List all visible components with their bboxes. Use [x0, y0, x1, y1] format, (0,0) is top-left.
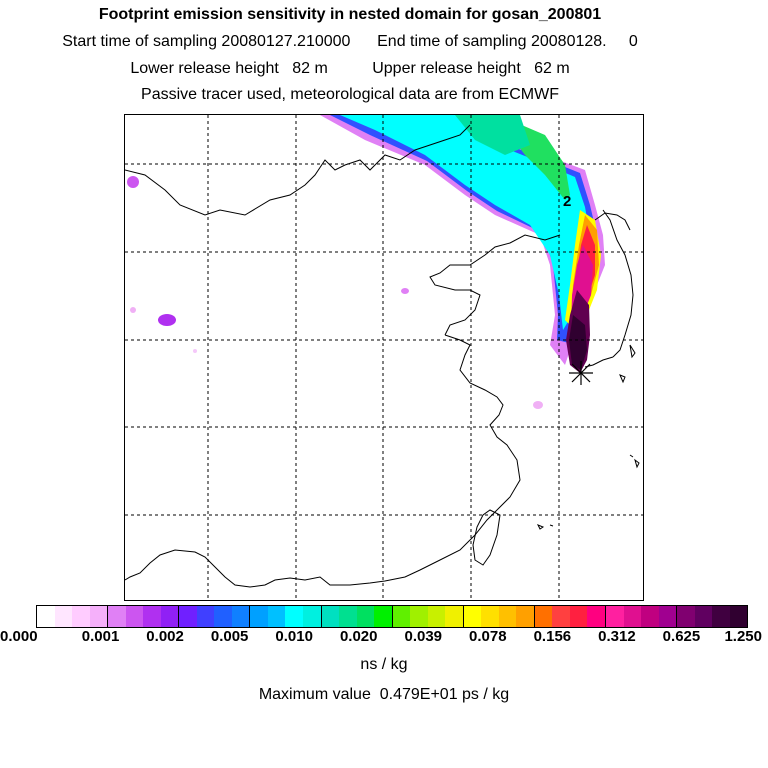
colorbar-segment	[463, 606, 482, 627]
colorbar-segment	[498, 606, 517, 627]
colorbar-tick-label: 0.010	[275, 628, 313, 645]
northern-border	[125, 124, 471, 216]
colorbar-segment	[623, 606, 642, 627]
patch-center	[401, 288, 409, 294]
colorbar-segment	[712, 606, 730, 627]
colorbar	[36, 605, 748, 628]
korea-border	[594, 212, 631, 231]
plume-marker-label: 2	[563, 193, 571, 210]
colorbar-segment	[392, 606, 411, 627]
colorbar-tick-label: 0.078	[469, 628, 507, 645]
footprint-map: 2	[124, 114, 644, 601]
colorbar-segment	[302, 606, 322, 627]
japan-islands	[619, 344, 640, 469]
small-islands	[536, 524, 554, 530]
maximum-value-text: Maximum value 0.479E+01 ps / kg	[258, 686, 510, 703]
colorbar-segment	[606, 606, 624, 627]
colorbar-segment	[569, 606, 588, 627]
shandong-coast	[125, 334, 521, 588]
colorbar-segment	[445, 606, 464, 627]
colorbar-segment	[160, 606, 180, 627]
colorbar-segment	[214, 606, 232, 627]
taiwan	[472, 509, 501, 566]
tracer-info-line: Passive tracer used, meteorological data…	[141, 86, 559, 103]
colorbar-tick-label: 0.312	[598, 628, 636, 645]
bohai-coast	[429, 234, 561, 336]
colorbar-segment	[658, 606, 678, 627]
colorbar-segment	[267, 606, 286, 627]
footprint-plume	[127, 115, 605, 409]
colorbar-tick-label: 0.005	[210, 628, 249, 645]
colorbar-segment	[677, 606, 695, 627]
colorbar-tick-label: 0.020	[339, 628, 378, 645]
colorbar-segment	[179, 606, 197, 627]
plume-layer-mint	[455, 115, 530, 155]
map-canvas: 2	[125, 115, 643, 600]
plume-layer-darkest	[569, 315, 587, 370]
colorbar-tick-label: 0.039	[404, 628, 443, 645]
colorbar-segment	[587, 606, 606, 627]
sampling-time-line: Start time of sampling 20080127.210000 E…	[62, 33, 638, 50]
receptor-star-icon	[569, 361, 593, 385]
patch-west-2	[158, 314, 176, 326]
plume-layer-cyan	[340, 115, 591, 330]
lat-lon-grid	[125, 115, 643, 600]
colorbar-tick-label: 0.156	[533, 628, 572, 645]
colorbar-segment	[72, 606, 90, 627]
plot-title: Footprint emission sensitivity in nested…	[98, 6, 602, 23]
colorbar-segment	[534, 606, 553, 627]
colorbar-segment	[729, 606, 748, 627]
patch-west-3	[130, 307, 136, 313]
colorbar-segment	[321, 606, 340, 627]
colorbar-units: ns / kg	[360, 656, 408, 673]
colorbar-segment	[427, 606, 446, 627]
colorbar-segment	[37, 606, 55, 627]
colorbar-segment	[552, 606, 570, 627]
colorbar-tick-label: 0.002	[146, 628, 184, 645]
colorbar-segment	[250, 606, 268, 627]
korea-south-coast	[584, 356, 614, 368]
colorbar-segment	[54, 606, 73, 627]
patch-mid	[193, 349, 197, 353]
coastlines	[125, 124, 640, 588]
colorbar-segment	[125, 606, 144, 627]
colorbar-segment	[339, 606, 357, 627]
patch-west-1	[127, 176, 139, 188]
colorbar-tick-label: 1.250	[724, 628, 762, 645]
colorbar-segment	[89, 606, 109, 627]
colorbar-segment	[374, 606, 393, 627]
colorbar-segment	[410, 606, 428, 627]
colorbar-segment	[516, 606, 535, 627]
colorbar-segment	[285, 606, 303, 627]
colorbar-tick-label: 0.000	[0, 628, 38, 645]
korea-east-coast	[602, 209, 634, 358]
colorbar-segment	[694, 606, 713, 627]
release-height-line: Lower release height 82 m Upper release …	[130, 60, 570, 77]
colorbar-segment	[356, 606, 375, 627]
colorbar-segment	[143, 606, 161, 627]
colorbar-segment	[196, 606, 215, 627]
patch-south	[533, 401, 543, 409]
colorbar-tick-label: 0.001	[81, 628, 120, 645]
colorbar-segment	[641, 606, 659, 627]
colorbar-segment	[108, 606, 126, 627]
colorbar-segment	[231, 606, 251, 627]
colorbar-segment	[481, 606, 499, 627]
colorbar-tick-label: 0.625	[662, 628, 701, 645]
